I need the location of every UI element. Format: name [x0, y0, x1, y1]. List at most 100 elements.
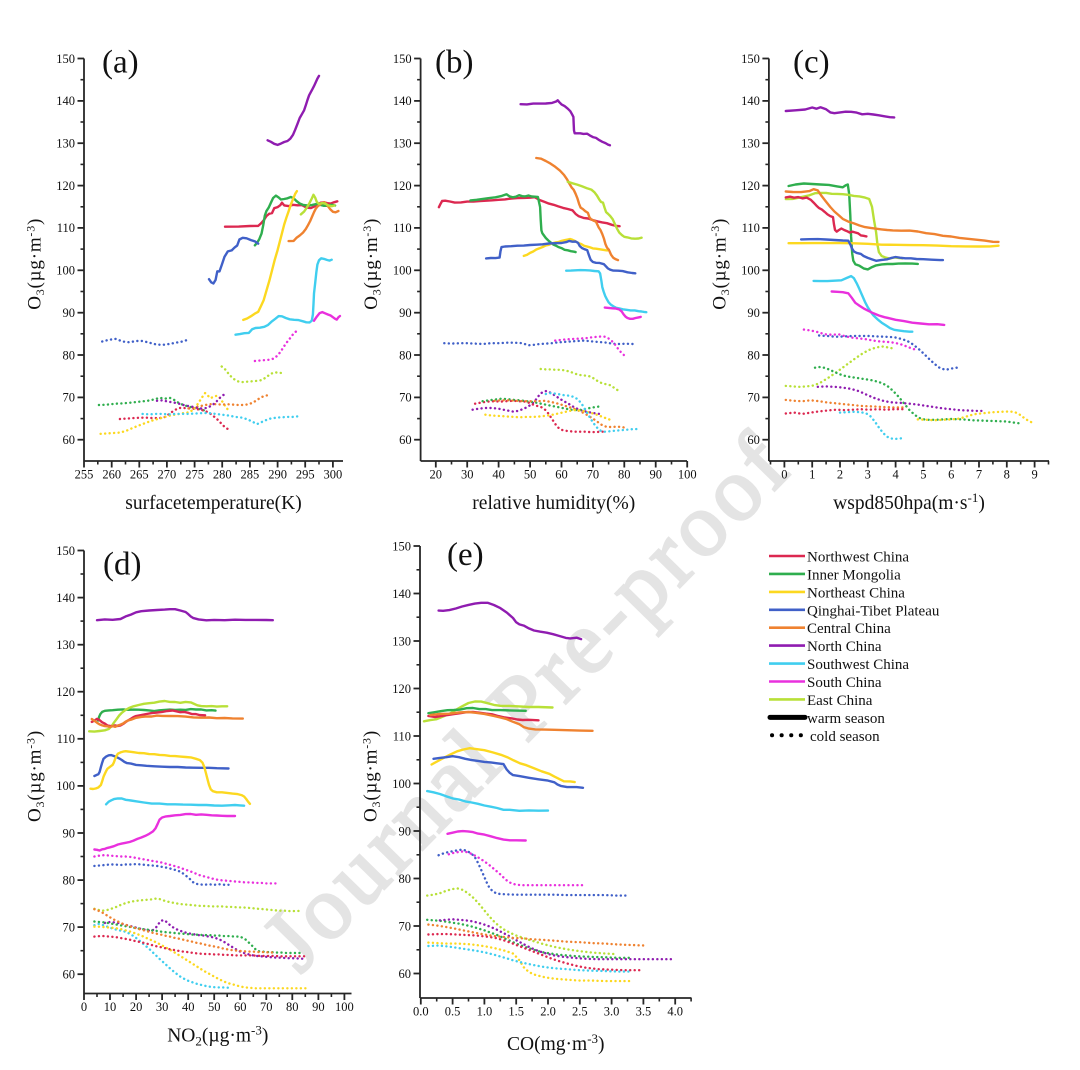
- svg-text:80: 80: [399, 348, 412, 362]
- svg-text:1.0: 1.0: [477, 1005, 493, 1019]
- svg-text:140: 140: [56, 94, 75, 108]
- svg-text:80: 80: [399, 872, 412, 886]
- svg-text:100: 100: [56, 779, 75, 793]
- svg-text:3.0: 3.0: [604, 1005, 620, 1019]
- svg-text:60: 60: [63, 968, 76, 982]
- svg-text:120: 120: [56, 179, 75, 193]
- svg-text:90: 90: [63, 306, 76, 320]
- svg-text:100: 100: [678, 468, 697, 482]
- svg-text:280: 280: [213, 468, 232, 482]
- svg-text:150: 150: [393, 52, 412, 66]
- svg-text:150: 150: [56, 52, 75, 66]
- svg-text:130: 130: [393, 137, 412, 151]
- svg-text:40: 40: [492, 468, 505, 482]
- svg-text:285: 285: [241, 468, 260, 482]
- svg-text:Central China: Central China: [807, 621, 891, 637]
- svg-text:80: 80: [63, 873, 76, 887]
- svg-text:60: 60: [555, 468, 568, 482]
- svg-text:(b): (b): [435, 45, 473, 81]
- svg-text:120: 120: [392, 682, 411, 696]
- svg-text:130: 130: [392, 634, 411, 648]
- svg-text:20: 20: [430, 468, 443, 482]
- svg-text:cold season: cold season: [810, 729, 880, 745]
- svg-text:(a): (a): [102, 45, 139, 81]
- svg-text:80: 80: [747, 348, 760, 362]
- svg-text:80: 80: [286, 1000, 299, 1014]
- svg-text:140: 140: [56, 591, 75, 605]
- svg-text:130: 130: [56, 638, 75, 652]
- svg-text:2.5: 2.5: [572, 1005, 588, 1019]
- svg-text:80: 80: [63, 348, 76, 362]
- svg-text:70: 70: [399, 919, 412, 933]
- svg-text:relative humidity(%): relative humidity(%): [472, 493, 635, 514]
- svg-text:60: 60: [399, 433, 412, 447]
- svg-text:70: 70: [399, 391, 412, 405]
- svg-text:3: 3: [865, 468, 871, 482]
- svg-text:270: 270: [158, 468, 177, 482]
- svg-text:0.5: 0.5: [445, 1005, 461, 1019]
- svg-text:50: 50: [524, 468, 537, 482]
- svg-text:140: 140: [392, 587, 411, 601]
- svg-text:O3(µg·m-3): O3(µg·m-3): [23, 730, 47, 822]
- svg-text:30: 30: [156, 1000, 169, 1014]
- svg-text:90: 90: [399, 306, 412, 320]
- svg-text:70: 70: [587, 468, 600, 482]
- svg-text:60: 60: [63, 433, 76, 447]
- svg-text:260: 260: [102, 468, 121, 482]
- svg-text:60: 60: [234, 1000, 247, 1014]
- svg-text:100: 100: [392, 777, 411, 791]
- svg-text:(e): (e): [447, 537, 484, 573]
- svg-text:50: 50: [208, 1000, 221, 1014]
- svg-text:4: 4: [892, 468, 899, 482]
- svg-text:110: 110: [393, 221, 411, 235]
- svg-text:60: 60: [747, 433, 760, 447]
- svg-text:100: 100: [335, 1000, 354, 1014]
- svg-text:40: 40: [182, 1000, 195, 1014]
- svg-text:wspd850hpa(m·s-1): wspd850hpa(m·s-1): [833, 490, 985, 514]
- svg-text:120: 120: [56, 685, 75, 699]
- svg-text:255: 255: [75, 468, 94, 482]
- svg-text:290: 290: [268, 468, 287, 482]
- svg-text:O3(µg·m-3): O3(µg·m-3): [359, 730, 383, 822]
- svg-text:surfacetemperature(K): surfacetemperature(K): [125, 493, 301, 514]
- svg-text:150: 150: [392, 539, 411, 553]
- svg-text:265: 265: [130, 468, 149, 482]
- svg-text:0: 0: [781, 468, 787, 482]
- svg-text:70: 70: [63, 920, 76, 934]
- svg-text:0.0: 0.0: [413, 1005, 429, 1019]
- svg-text:300: 300: [324, 468, 343, 482]
- svg-text:80: 80: [618, 468, 631, 482]
- svg-text:Inner Mongolia: Inner Mongolia: [807, 567, 901, 583]
- svg-text:110: 110: [393, 729, 411, 743]
- svg-text:140: 140: [393, 94, 412, 108]
- svg-text:2: 2: [837, 468, 843, 482]
- svg-text:5: 5: [920, 468, 926, 482]
- svg-text:150: 150: [741, 52, 760, 66]
- svg-text:8: 8: [1004, 468, 1010, 482]
- svg-text:O3(µg·m-3): O3(µg·m-3): [23, 218, 47, 310]
- svg-text:20: 20: [130, 1000, 143, 1014]
- svg-text:CO(mg·m-3): CO(mg·m-3): [507, 1031, 605, 1055]
- svg-text:Northwest China: Northwest China: [807, 550, 909, 566]
- svg-text:2.0: 2.0: [540, 1005, 556, 1019]
- svg-text:100: 100: [393, 264, 412, 278]
- svg-text:130: 130: [741, 137, 760, 151]
- svg-text:(c): (c): [793, 45, 830, 81]
- svg-text:South China: South China: [807, 675, 882, 691]
- svg-text:70: 70: [63, 391, 76, 405]
- svg-text:70: 70: [260, 1000, 273, 1014]
- svg-text:275: 275: [185, 468, 204, 482]
- svg-text:0: 0: [81, 1000, 87, 1014]
- svg-text:Southwest China: Southwest China: [807, 657, 909, 673]
- svg-text:90: 90: [649, 468, 662, 482]
- svg-text:warm season: warm season: [807, 711, 885, 727]
- svg-text:120: 120: [393, 179, 412, 193]
- svg-text:90: 90: [312, 1000, 325, 1014]
- svg-text:150: 150: [56, 544, 75, 558]
- svg-text:90: 90: [399, 824, 412, 838]
- svg-text:North China: North China: [807, 639, 882, 655]
- svg-text:100: 100: [56, 264, 75, 278]
- svg-text:O3(µg·m-3): O3(µg·m-3): [360, 218, 384, 310]
- svg-text:90: 90: [63, 826, 76, 840]
- svg-text:140: 140: [741, 94, 760, 108]
